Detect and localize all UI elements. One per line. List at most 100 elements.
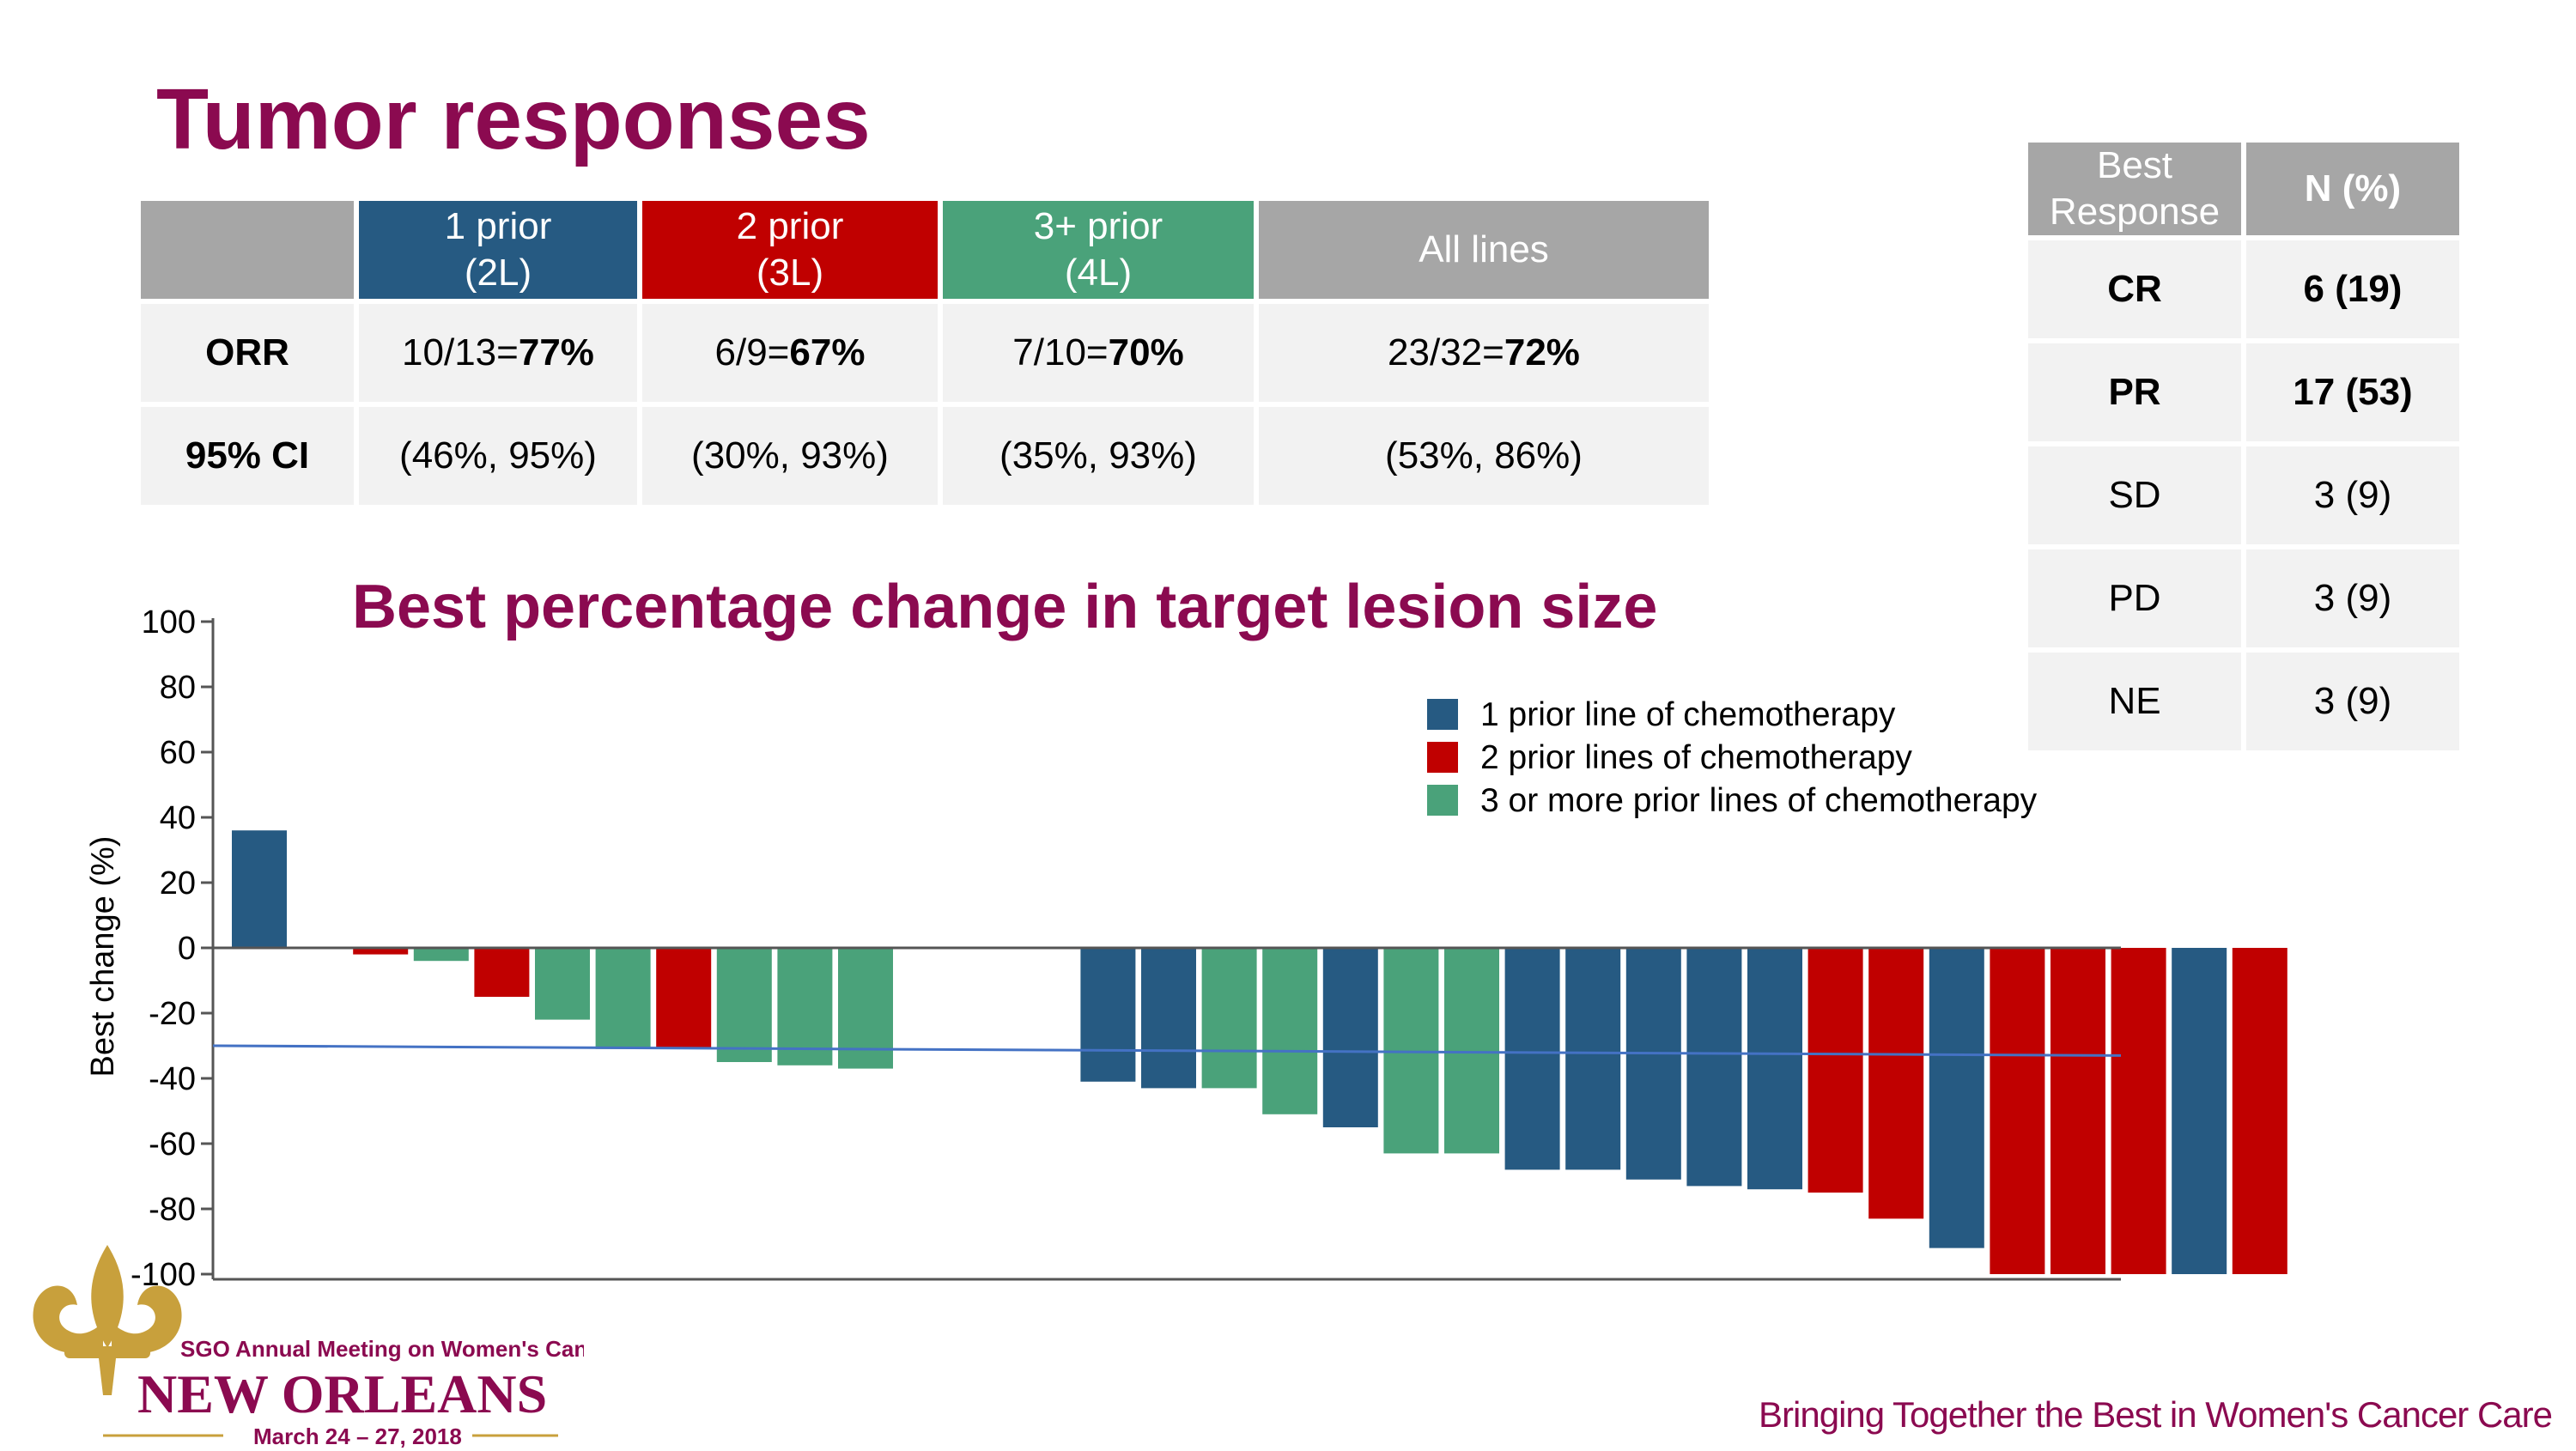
y-tick-label--20: -20 xyxy=(149,996,196,1032)
y-tick-label-80: 80 xyxy=(160,670,196,706)
bar-2-26 xyxy=(1807,948,1863,1193)
orr-pct-1: 77% xyxy=(518,331,594,373)
orr-frac-3: 7/10= xyxy=(1012,331,1109,373)
orr-cell-3: 7/10=70% xyxy=(943,304,1254,402)
ci-cell-4: (53%, 86%) xyxy=(1259,407,1709,505)
bar-2-29 xyxy=(1990,948,2045,1274)
resp-pd-n: 3 (9) xyxy=(2246,549,2459,647)
bar-3-6 xyxy=(595,948,651,1049)
header-1-prior-line1: 1 prior xyxy=(444,205,552,247)
bar-2-31 xyxy=(2111,948,2166,1274)
legend-label-2: 2 prior lines of chemotherapy xyxy=(1480,739,1912,776)
bar-1-25 xyxy=(1747,948,1802,1190)
y-axis-label: Best change (%) xyxy=(85,836,121,1078)
orr-label: ORR xyxy=(141,304,354,402)
orr-frac-1: 10/13= xyxy=(402,331,519,373)
bar-2-33 xyxy=(2232,948,2287,1274)
header-all-lines: All lines xyxy=(1259,201,1709,299)
y-tick-label-60: 60 xyxy=(160,735,196,771)
resp-header-row: Best Response N (%) xyxy=(2028,143,2459,235)
meeting-name: SGO Annual Meeting on Women's Cancer xyxy=(180,1336,584,1362)
y-tick-label-20: 20 xyxy=(160,865,196,902)
footer-tagline: Bringing Together the Best in Women's Ca… xyxy=(1759,1394,2553,1435)
ci-cell-1: (46%, 95%) xyxy=(359,407,637,505)
resp-ne-n: 3 (9) xyxy=(2246,653,2459,750)
ci-row: 95% CI (46%, 95%) (30%, 93%) (35%, 93%) … xyxy=(141,407,1709,505)
resp-row-sd: SD 3 (9) xyxy=(2028,446,2459,544)
bar-1-22 xyxy=(1565,948,1621,1170)
header-1-prior: 1 prior (2L) xyxy=(359,201,637,299)
meeting-dates: March 24 – 27, 2018 xyxy=(253,1424,462,1449)
bar-3-16 xyxy=(1201,948,1257,1089)
ci-cell-2: (30%, 93%) xyxy=(642,407,938,505)
y-tick-label--80: -80 xyxy=(149,1192,196,1228)
resp-cr-n: 6 (19) xyxy=(2246,240,2459,338)
resp-row-ne: NE 3 (9) xyxy=(2028,653,2459,750)
resp-header-line1: Best xyxy=(2096,144,2173,186)
resp-header-response: Best Response xyxy=(2028,143,2241,235)
bar-3-20 xyxy=(1444,948,1499,1154)
header-3plus-prior: 3+ prior (4L) xyxy=(943,201,1254,299)
ci-cell-3: (35%, 93%) xyxy=(943,407,1254,505)
resp-sd-label: SD xyxy=(2028,446,2241,544)
y-tick-label--40: -40 xyxy=(149,1061,196,1097)
resp-pd-label: PD xyxy=(2028,549,2241,647)
bar-3-5 xyxy=(535,948,590,1020)
y-tick-label--60: -60 xyxy=(149,1126,196,1163)
header-3plus-prior-line1: 3+ prior xyxy=(1033,205,1163,247)
legend-swatch-2 xyxy=(1427,742,1458,773)
pr-threshold-line xyxy=(212,1044,2122,1057)
bar-3-9 xyxy=(777,948,833,1065)
header-2-prior-line1: 2 prior xyxy=(736,205,844,247)
bar-1-18 xyxy=(1322,948,1378,1127)
bar-1-28 xyxy=(1929,948,1984,1248)
legend-swatch-3 xyxy=(1427,785,1458,816)
resp-pr-label: PR xyxy=(2028,343,2241,441)
bar-1-21 xyxy=(1504,948,1560,1170)
header-2-prior: 2 prior (3L) xyxy=(642,201,938,299)
city-name: NEW ORLEANS xyxy=(137,1363,547,1424)
orr-pct-4: 72% xyxy=(1504,331,1580,373)
orr-cell-4: 23/32=72% xyxy=(1259,304,1709,402)
y-tick-label-100: 100 xyxy=(142,604,196,641)
legend-swatch-1 xyxy=(1427,699,1458,730)
bar-1-32 xyxy=(2172,948,2227,1274)
sgo-logo: SGO Annual Meeting on Women's Cancer NEW… xyxy=(33,1245,584,1449)
resp-ne-label: NE xyxy=(2028,653,2241,750)
resp-header-line2: Response xyxy=(2049,191,2221,233)
legend-label-3: 3 or more prior lines of chemotherapy xyxy=(1480,782,2038,819)
chart-title: Best percentage change in target lesion … xyxy=(352,573,1658,641)
bar-1-15 xyxy=(1141,948,1196,1089)
fleur-de-lis-icon xyxy=(33,1245,182,1395)
bar-1-14 xyxy=(1080,948,1136,1082)
bar-3-3 xyxy=(413,948,469,962)
bar-1-0 xyxy=(232,830,287,948)
orr-row: ORR 10/13=77% 6/9=67% 7/10=70% 23/32=72% xyxy=(141,304,1709,402)
bar-3-17 xyxy=(1262,948,1318,1114)
resp-row-pd: PD 3 (9) xyxy=(2028,549,2459,647)
bar-1-23 xyxy=(1625,948,1681,1180)
bar-1-24 xyxy=(1686,948,1742,1187)
ci-label: 95% CI xyxy=(141,407,354,505)
slide-title: Tumor responses xyxy=(156,71,871,167)
bar-3-8 xyxy=(716,948,772,1062)
bar-2-2 xyxy=(353,948,409,955)
resp-row-pr: PR 17 (53) xyxy=(2028,343,2459,441)
header-3plus-prior-line2: (4L) xyxy=(1064,252,1133,294)
resp-cr-label: CR xyxy=(2028,240,2241,338)
orr-pct-3: 70% xyxy=(1108,331,1184,373)
bar-2-30 xyxy=(2050,948,2105,1274)
orr-frac-2: 6/9= xyxy=(714,331,790,373)
header-1-prior-line2: (2L) xyxy=(464,252,532,294)
legend-label-1: 1 prior line of chemotherapy xyxy=(1480,696,1896,733)
bar-2-27 xyxy=(1868,948,1924,1219)
orr-table: 1 prior (2L) 2 prior (3L) 3+ prior (4L) All… xyxy=(136,196,1714,510)
resp-header-n: N (%) xyxy=(2246,143,2459,235)
resp-sd-n: 3 (9) xyxy=(2246,446,2459,544)
orr-cell-1: 10/13=77% xyxy=(359,304,637,402)
resp-pr-n: 17 (53) xyxy=(2246,343,2459,441)
resp-row-cr: CR 6 (19) xyxy=(2028,240,2459,338)
header-2-prior-line2: (3L) xyxy=(756,252,824,294)
bar-2-7 xyxy=(656,948,712,1049)
